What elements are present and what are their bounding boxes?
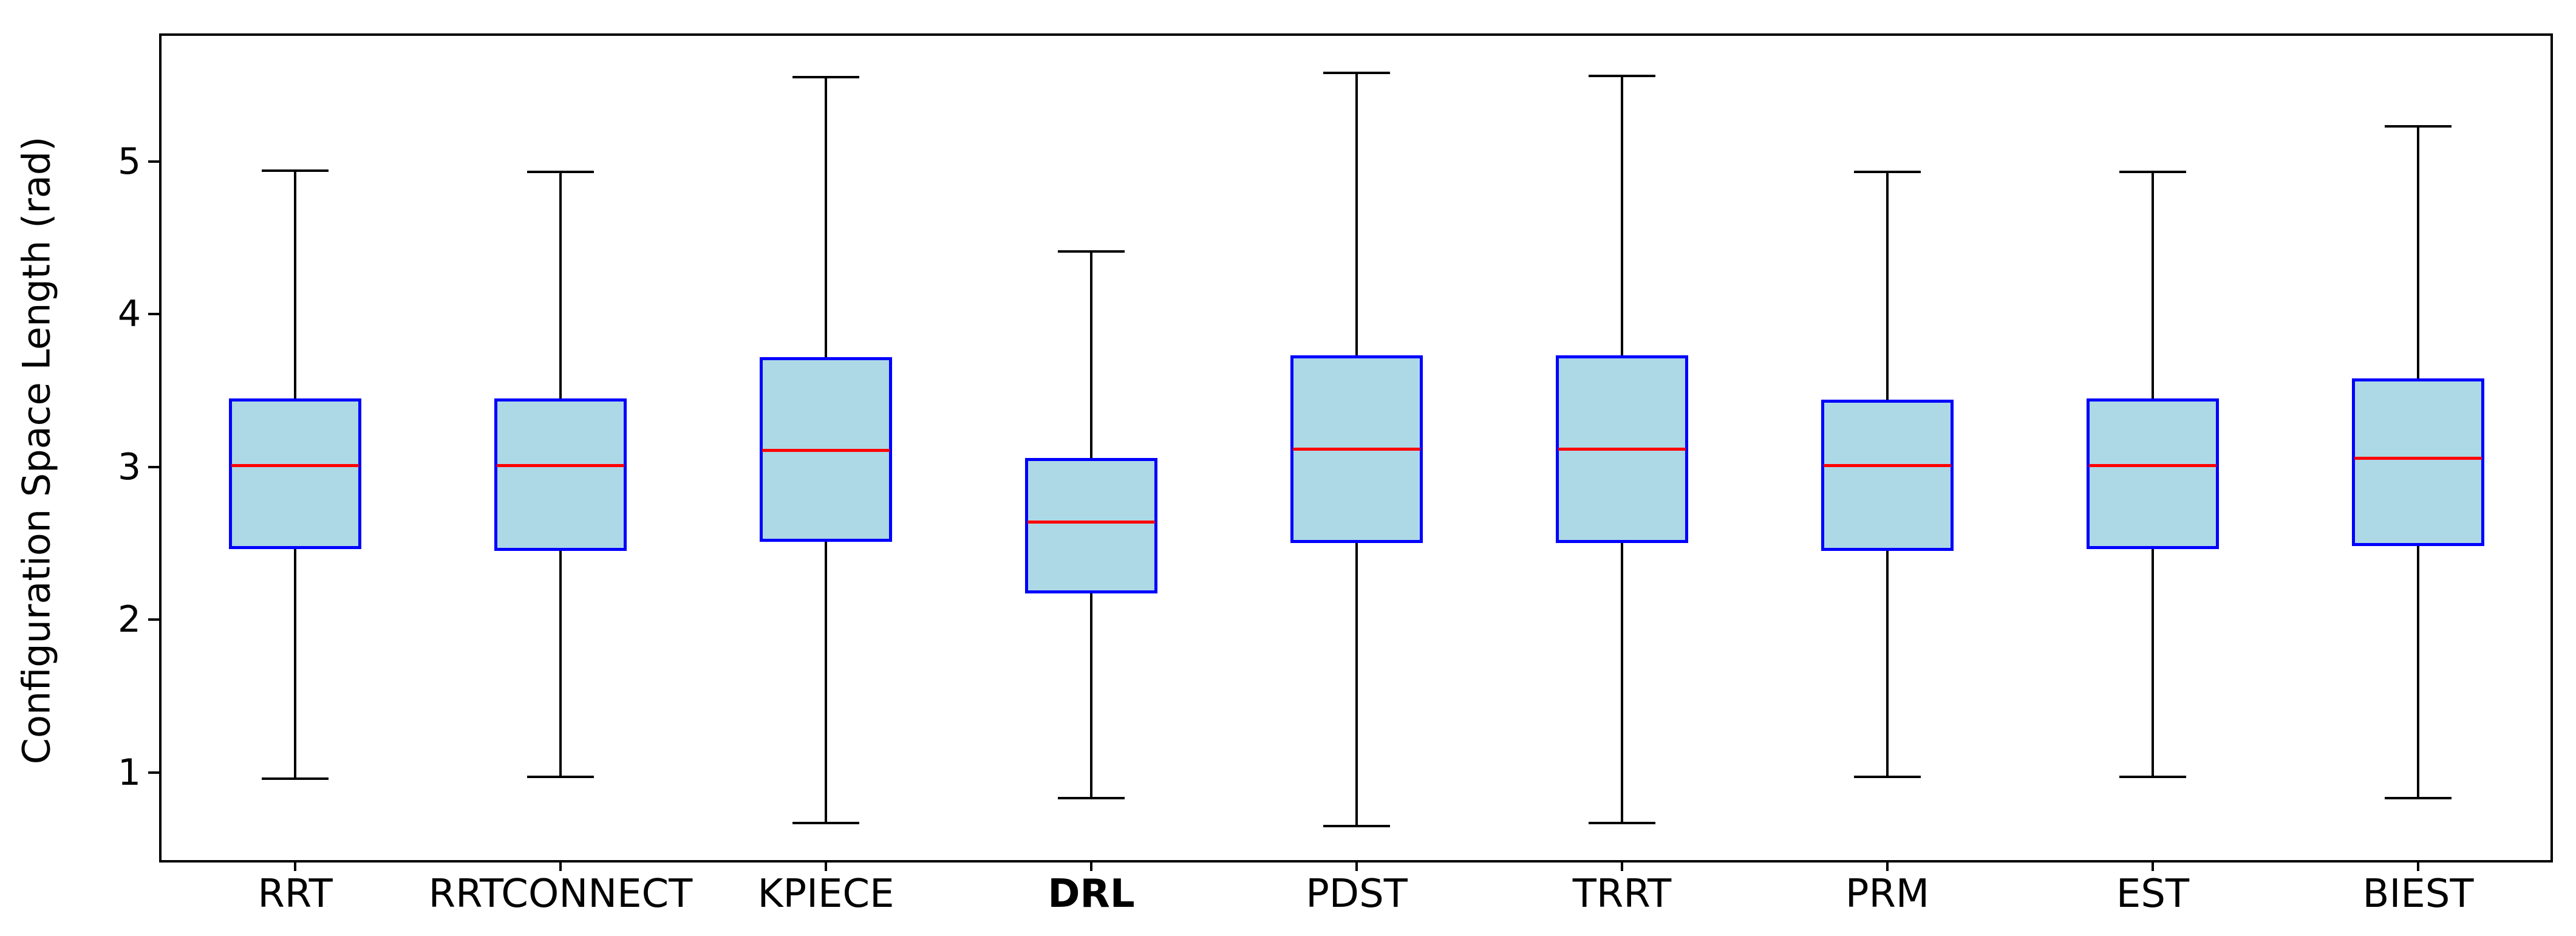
x-tick-label-RRTCONNECT: RRTCONNECT: [428, 872, 693, 917]
whisker-upper-BIEST: [2417, 126, 2419, 378]
x-tick-RRTCONNECT: [559, 863, 562, 871]
whisker-lower-RRTCONNECT: [559, 550, 562, 777]
whisker-cap-bottom-KPIECE: [792, 821, 859, 824]
box-PRM: [1821, 400, 1954, 551]
x-tick-label-BIEST: BIEST: [2362, 872, 2474, 917]
x-tick-KPIECE: [825, 863, 827, 871]
median-PDST: [1293, 447, 1420, 451]
whisker-cap-top-PDST: [1323, 71, 1390, 74]
x-tick-TRRT: [1621, 863, 1623, 871]
whisker-lower-RRT: [294, 549, 296, 779]
x-tick-RRT: [294, 863, 296, 871]
x-tick-label-RRT: RRT: [257, 872, 333, 917]
whisker-lower-KPIECE: [825, 541, 827, 823]
x-tick-BIEST: [2417, 863, 2419, 871]
whisker-cap-bottom-PRM: [1854, 776, 1921, 779]
whisker-cap-top-RRT: [262, 169, 329, 172]
whisker-cap-top-BIEST: [2385, 125, 2452, 128]
median-BIEST: [2354, 456, 2482, 460]
x-tick-label-DRL: DRL: [1048, 872, 1135, 917]
y-tick-4: [148, 313, 159, 316]
whisker-cap-top-RRTCONNECT: [527, 171, 594, 174]
box-DRL: [1025, 457, 1157, 594]
x-tick-EST: [2152, 863, 2154, 871]
whisker-cap-bottom-RRTCONNECT: [527, 776, 594, 779]
whisker-upper-RRT: [294, 170, 296, 398]
x-tick-label-KPIECE: KPIECE: [757, 872, 894, 917]
box-BIEST: [2352, 378, 2484, 547]
median-KPIECE: [762, 449, 890, 452]
y-tick-label-4: 4: [117, 293, 141, 336]
whisker-upper-PRM: [1886, 172, 1889, 400]
whisker-cap-bottom-DRL: [1058, 797, 1125, 800]
y-tick-5: [148, 160, 159, 163]
whisker-upper-PDST: [1355, 72, 1358, 356]
median-DRL: [1027, 521, 1155, 524]
whisker-lower-DRL: [1090, 593, 1092, 799]
median-PRM: [1824, 464, 1951, 468]
whisker-lower-PRM: [1886, 550, 1889, 777]
box-RRTCONNECT: [494, 398, 627, 551]
x-tick-PRM: [1886, 863, 1889, 871]
whisker-lower-TRRT: [1621, 543, 1623, 823]
y-tick-3: [148, 465, 159, 468]
whisker-cap-bottom-BIEST: [2385, 797, 2452, 800]
y-tick-1: [148, 771, 159, 774]
median-EST: [2089, 464, 2217, 468]
whisker-upper-EST: [2152, 172, 2154, 398]
x-tick-label-PRM: PRM: [1845, 872, 1930, 917]
median-TRRT: [1558, 447, 1686, 451]
whisker-cap-bottom-PDST: [1323, 824, 1390, 827]
y-tick-label-5: 5: [117, 140, 141, 183]
whisker-cap-top-DRL: [1058, 250, 1125, 253]
whisker-cap-top-KPIECE: [792, 76, 859, 79]
whisker-lower-BIEST: [2417, 546, 2419, 799]
whisker-lower-PDST: [1355, 543, 1358, 826]
whisker-upper-KPIECE: [825, 77, 827, 357]
whisker-cap-bottom-EST: [2119, 776, 2186, 779]
whisker-upper-TRRT: [1621, 75, 1623, 356]
x-tick-label-PDST: PDST: [1306, 872, 1408, 917]
whisker-cap-top-EST: [2119, 171, 2186, 174]
median-RRTCONNECT: [497, 464, 624, 468]
x-tick-label-TRRT: TRRT: [1572, 872, 1672, 917]
y-tick-2: [148, 618, 159, 621]
box-RRT: [229, 398, 361, 550]
whisker-lower-EST: [2152, 549, 2154, 777]
median-RRT: [231, 464, 359, 468]
whisker-cap-top-TRRT: [1589, 74, 1655, 77]
y-tick-label-1: 1: [117, 751, 141, 794]
whisker-cap-top-PRM: [1854, 171, 1921, 174]
x-tick-label-EST: EST: [2116, 872, 2190, 917]
whisker-cap-bottom-TRRT: [1589, 821, 1655, 824]
x-tick-DRL: [1090, 863, 1092, 871]
y-tick-label-3: 3: [117, 445, 141, 488]
whisker-upper-DRL: [1090, 251, 1092, 458]
y-tick-label-2: 2: [117, 598, 141, 641]
box-EST: [2087, 398, 2219, 550]
whisker-upper-RRTCONNECT: [559, 172, 562, 398]
x-tick-PDST: [1355, 863, 1358, 871]
whisker-cap-bottom-RRT: [262, 777, 329, 780]
